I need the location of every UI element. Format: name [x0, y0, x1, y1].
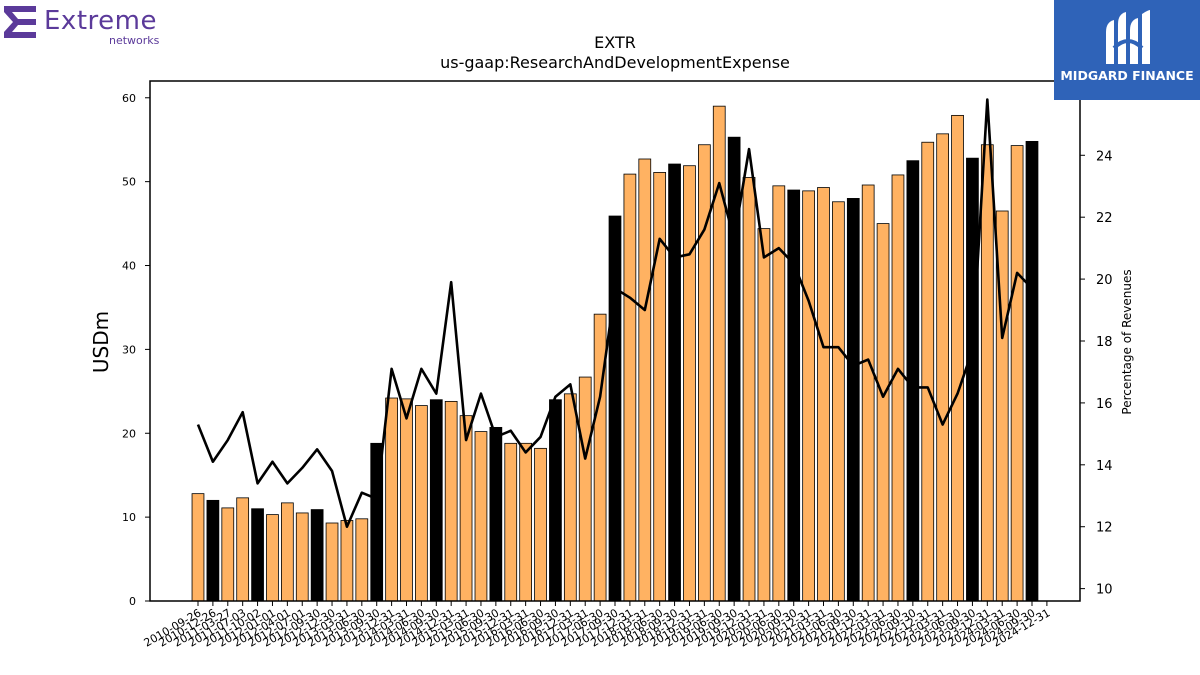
- y-tick-label: 0: [129, 595, 136, 608]
- y-tick-label: 30: [122, 343, 136, 356]
- bar: [534, 447, 547, 602]
- chart-subtitle: us-gaap:ResearchAndDevelopmentExpense: [440, 53, 790, 72]
- bar: [325, 522, 339, 602]
- bar: [966, 157, 979, 602]
- bar: [459, 415, 473, 602]
- bar: [280, 502, 294, 602]
- y-axis-label: USDm: [89, 311, 113, 373]
- bar: [861, 184, 875, 602]
- bar: [444, 400, 458, 602]
- y-tick-label: 20: [122, 427, 136, 440]
- bar: [385, 397, 398, 602]
- y2-tick-label: 20: [1096, 273, 1113, 288]
- axes-group: 01020304050601012141618202224262010-09-2…: [122, 80, 1113, 650]
- bar: [921, 141, 935, 602]
- bar: [623, 173, 637, 602]
- bar: [876, 223, 890, 602]
- bar: [980, 144, 994, 602]
- y2-tick-label: 18: [1096, 335, 1113, 350]
- y2-tick-label: 12: [1096, 521, 1113, 536]
- bar: [1025, 140, 1039, 602]
- y-tick-label: 10: [122, 511, 136, 524]
- bar: [608, 215, 622, 602]
- y2-tick-label: 16: [1096, 397, 1113, 412]
- bar: [504, 442, 518, 602]
- bar: [251, 508, 264, 602]
- bar: [578, 376, 592, 602]
- bar: [206, 499, 220, 602]
- bar: [757, 228, 771, 602]
- bar: [415, 405, 428, 602]
- bar: [653, 172, 667, 602]
- bar: [310, 509, 324, 602]
- bar: [712, 105, 726, 602]
- bars-group: [191, 105, 1039, 602]
- bar: [802, 190, 815, 602]
- logo-brand-text: Extreme: [44, 6, 157, 36]
- y-tick-label: 40: [122, 260, 136, 273]
- bar: [340, 520, 354, 602]
- bar: [1010, 145, 1024, 602]
- bar: [221, 507, 235, 602]
- bar: [295, 512, 309, 602]
- bar: [846, 198, 860, 602]
- y-tick-label: 50: [122, 176, 136, 189]
- y2-axis-label: Percentage of Revenues: [1120, 269, 1134, 414]
- bar: [563, 393, 577, 602]
- bar: [936, 133, 950, 602]
- bar: [489, 426, 503, 602]
- bar: [191, 493, 205, 602]
- line-group: [196, 98, 1033, 529]
- bar: [817, 187, 830, 602]
- bar: [668, 163, 681, 602]
- y2-tick-label: 14: [1096, 459, 1113, 474]
- bar: [787, 189, 801, 602]
- bar: [519, 442, 533, 602]
- percentage-line: [196, 98, 1033, 529]
- bar: [638, 158, 652, 602]
- bar: [400, 398, 413, 602]
- bar: [474, 431, 488, 602]
- bar: [236, 497, 250, 602]
- y2-tick-label: 10: [1096, 583, 1113, 598]
- bar: [832, 201, 845, 602]
- bar: [683, 165, 696, 602]
- bar: [549, 399, 562, 602]
- logo-sub-text: networks: [109, 34, 160, 47]
- bar: [951, 114, 964, 602]
- bar: [355, 518, 369, 602]
- midgard-logo-icon: [1106, 10, 1150, 64]
- bar: [266, 514, 279, 602]
- y2-tick-label: 24: [1096, 149, 1113, 164]
- chart-title: EXTR: [594, 33, 636, 52]
- midgard-finance-logo: MIDGARD FINANCE: [1054, 0, 1200, 100]
- bar: [891, 174, 905, 602]
- bar: [429, 399, 443, 602]
- y2-tick-label: 22: [1096, 211, 1113, 226]
- logo-name-text: MIDGARD FINANCE: [1060, 68, 1194, 83]
- bar: [742, 177, 756, 602]
- extreme-logo-icon: [4, 6, 36, 38]
- y-tick-label: 60: [122, 92, 136, 105]
- extreme-networks-logo: Extreme networks: [4, 4, 174, 48]
